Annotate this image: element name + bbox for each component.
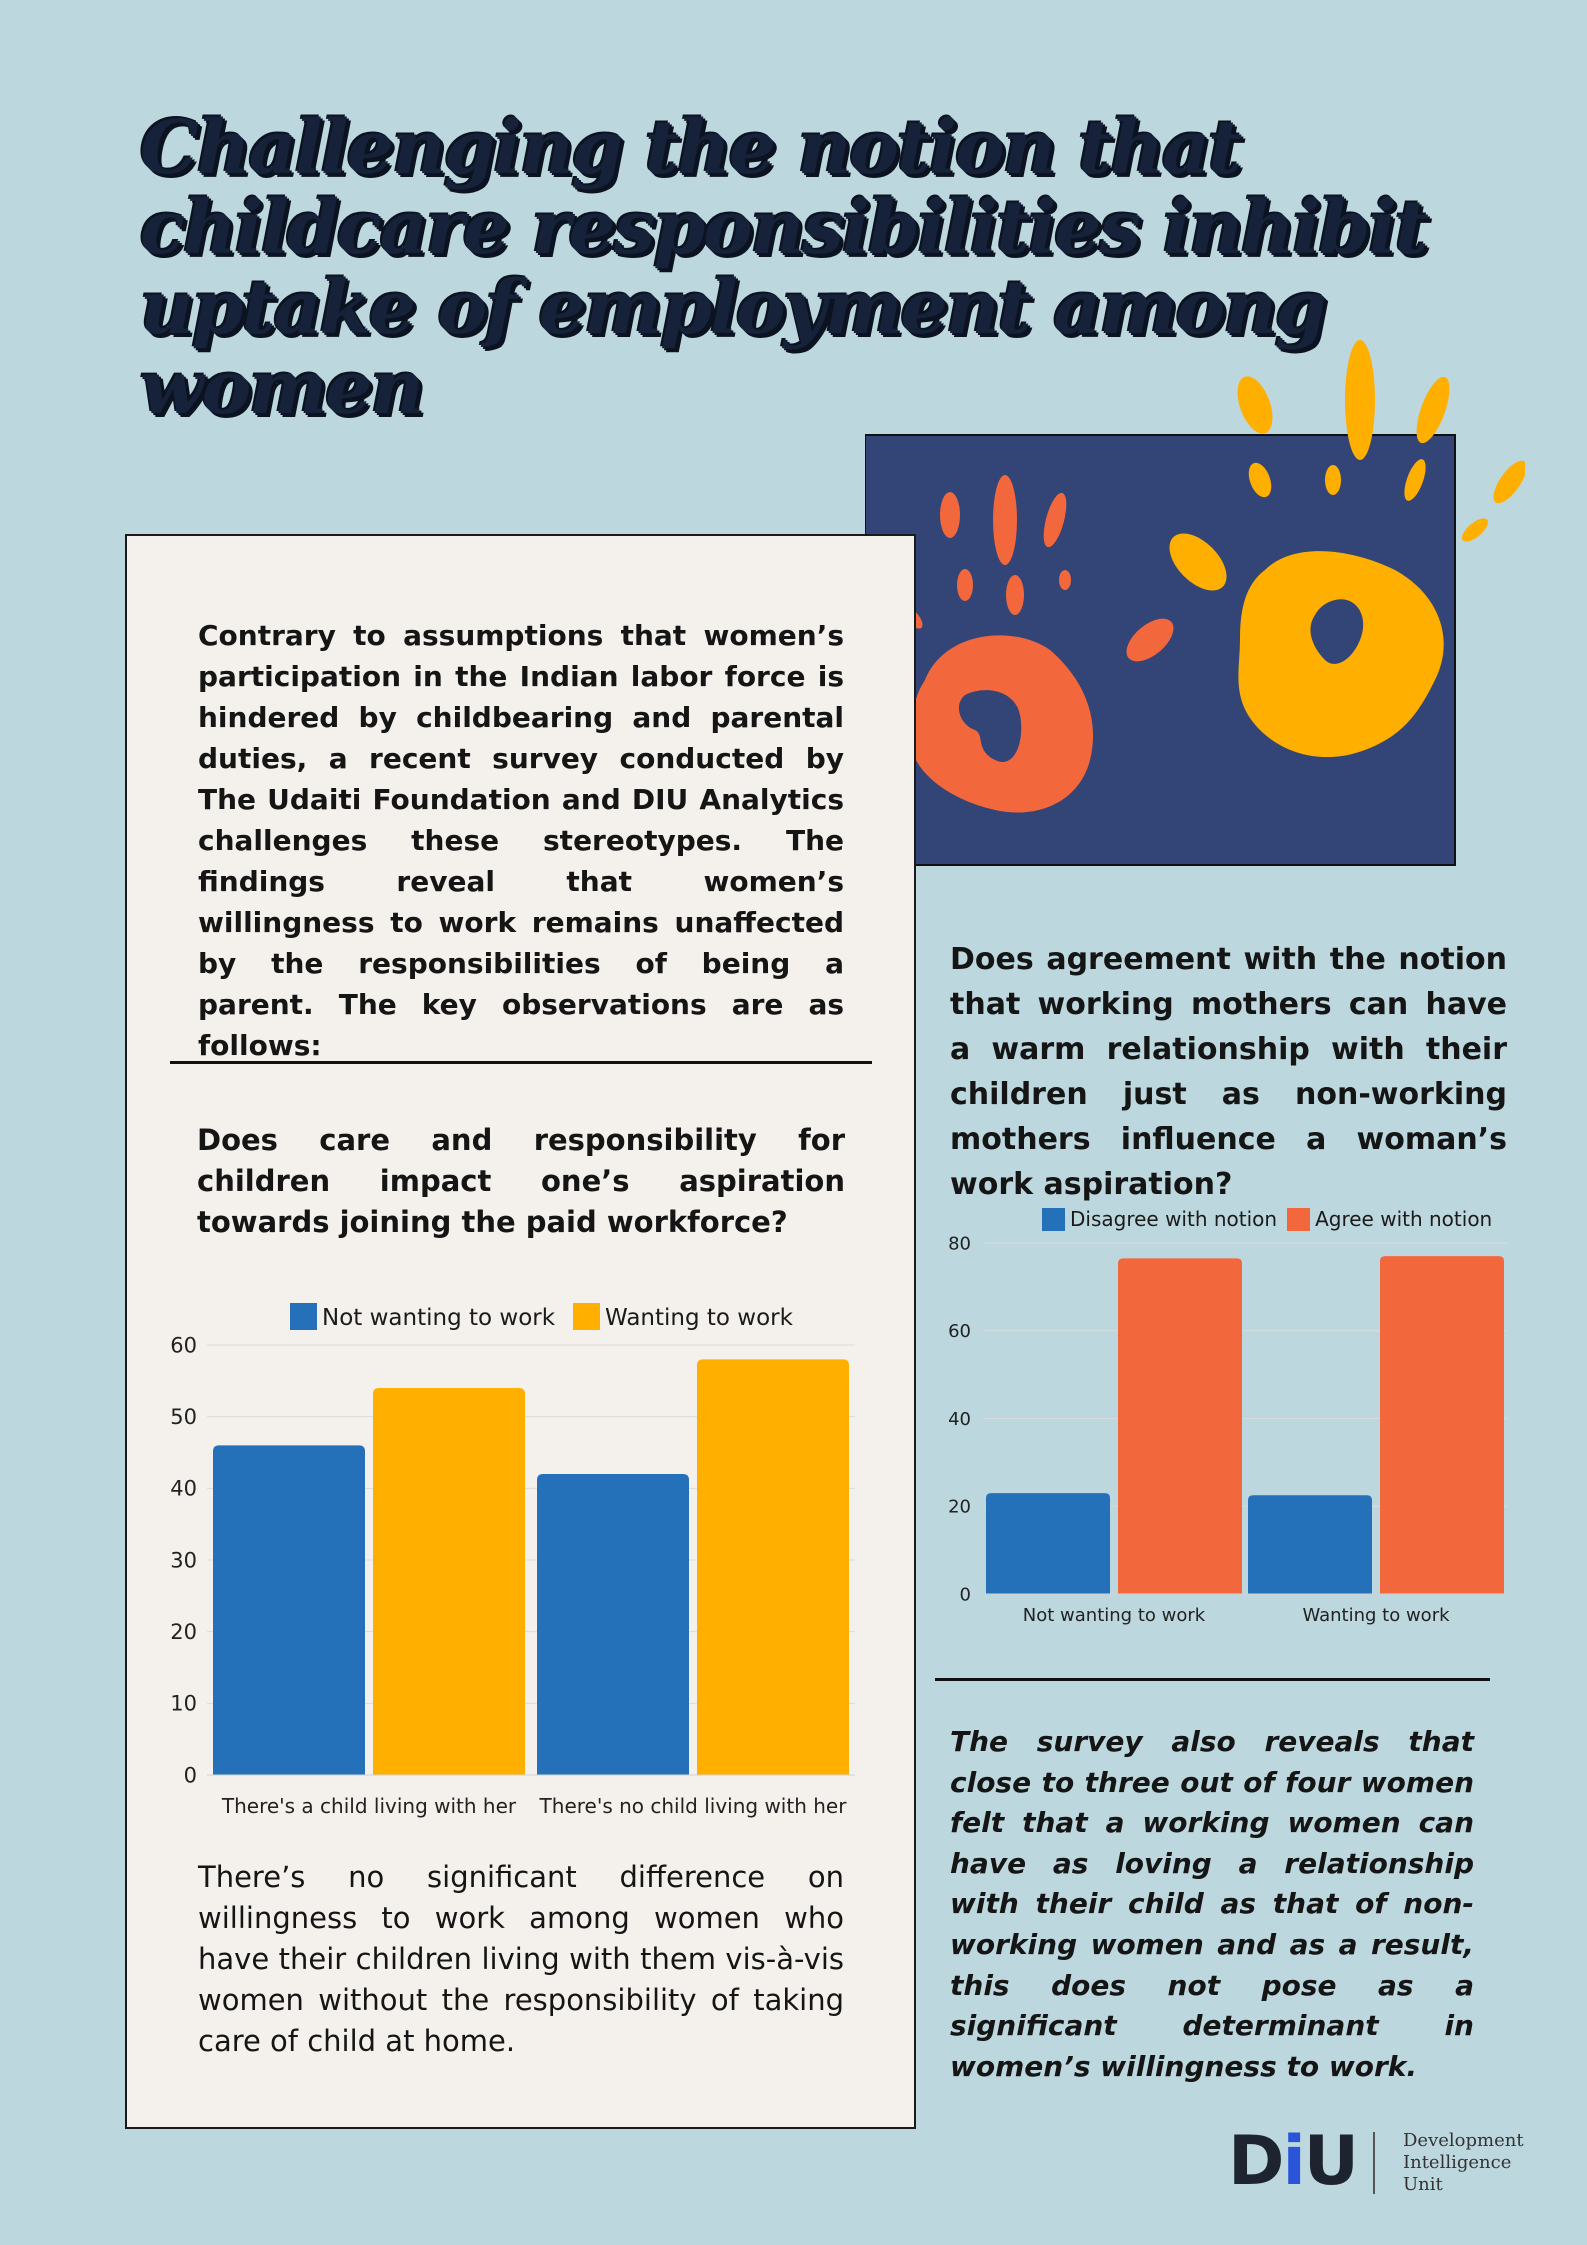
category-label: Wanting to work [1302, 1605, 1450, 1626]
chart2-legend: Disagree with notion Agree with notion [1042, 1207, 1510, 1231]
divider-left [170, 1061, 872, 1064]
logo-separator [1373, 2132, 1375, 2194]
legend-swatch-yellow [573, 1303, 601, 1330]
page-title: Challenging the notion that childcare re… [140, 105, 1429, 431]
y-tick-label: 30 [170, 1548, 197, 1572]
chart2-bar-s1-c0 [1118, 1258, 1242, 1594]
y-tick-label: 0 [184, 1763, 197, 1787]
chart2-bar-s1-c1 [1380, 1256, 1504, 1594]
logo-text: Development Intelligence Unit [1403, 2130, 1524, 2195]
intro-text: Contrary to assumptions that women’s par… [198, 619, 844, 1062]
chart1-legend: Not wanting to work Wanting to work [290, 1303, 811, 1331]
question-1: Does care and responsibility for childre… [197, 1123, 845, 1239]
category-label: There's no child living with her [539, 1794, 848, 1818]
y-tick-label: 20 [170, 1620, 197, 1644]
divider-right [935, 1678, 1490, 1681]
y-tick-label: 80 [948, 1233, 971, 1254]
y-tick-label: 20 [948, 1497, 971, 1518]
chart-1: 0 10 20 30 40 50 60 There's a child living with… [170, 1333, 855, 1818]
legend-label: Agree with notion [1315, 1207, 1493, 1231]
logo-mark: DiU [1228, 2122, 1359, 2201]
y-tick-label: 50 [170, 1405, 197, 1429]
y-tick-label: 60 [170, 1333, 197, 1357]
legend-item-disagree: Disagree with notion [1042, 1207, 1277, 1231]
chart1-bar-s1-c0 [373, 1388, 525, 1775]
legend-item-agree: Agree with notion [1287, 1207, 1492, 1231]
chart1-bar-s1-c1 [697, 1359, 849, 1775]
note-2: The survey also reveals that close to th… [950, 1725, 1474, 2083]
legend-label: Disagree with notion [1070, 1207, 1278, 1231]
legend-item-wanting: Wanting to work [573, 1303, 793, 1331]
note-1: There’s no significant difference on wil… [198, 1860, 844, 2058]
yellow-hand-print [1169, 340, 1525, 758]
y-tick-label: 40 [170, 1477, 197, 1501]
y-tick-label: 10 [170, 1692, 197, 1716]
legend-swatch-orange [1287, 1208, 1311, 1231]
left-card [125, 534, 916, 2129]
chart2-bar-s0-c1 [1248, 1495, 1372, 1594]
chart1-bar-s0-c0 [213, 1445, 365, 1775]
chart1-bar-s0-c1 [537, 1474, 689, 1775]
y-tick-label: 0 [960, 1584, 971, 1605]
legend-label: Not wanting to work [322, 1305, 556, 1331]
chart2-bar-s0-c0 [986, 1493, 1110, 1594]
question-2: Does agreement with the notion that work… [950, 942, 1507, 1202]
category-label: Not wanting to work [1023, 1605, 1206, 1626]
y-tick-label: 60 [948, 1321, 971, 1342]
hand-prints-icon [865, 340, 1525, 866]
category-label: There's a child living with her [221, 1794, 517, 1818]
y-tick-label: 40 [948, 1409, 971, 1430]
legend-swatch-blue [290, 1303, 317, 1330]
diu-logo: DiU Development Intelligence Unit [1228, 2128, 1528, 2200]
legend-item-not-wanting: Not wanting to work [290, 1303, 556, 1331]
legend-swatch-blue [1042, 1208, 1065, 1231]
chart-2: 0 20 40 60 80 Not wanting to work Wanting to w… [948, 1233, 1507, 1626]
legend-label: Wanting to work [605, 1305, 793, 1331]
